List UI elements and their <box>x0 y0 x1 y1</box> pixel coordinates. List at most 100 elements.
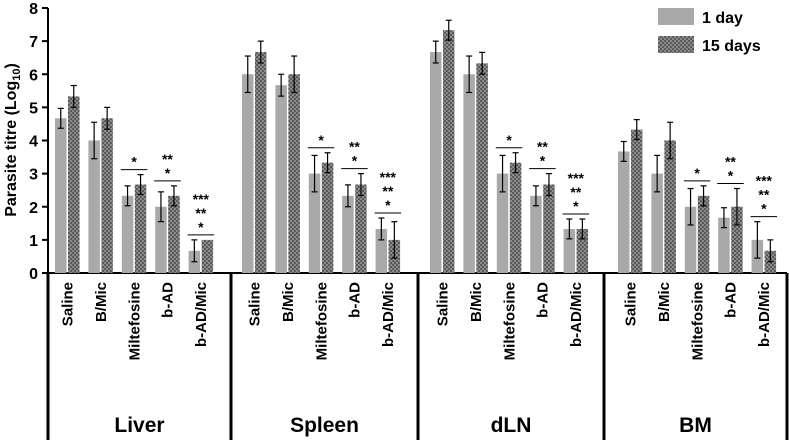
category-label: B/Mic <box>468 282 485 322</box>
bar-bm-1d-1 <box>651 173 663 273</box>
category-label: Saline <box>60 282 77 326</box>
legend-label-1: 15 days <box>702 38 761 55</box>
bar-spleen-15d-0 <box>255 52 267 274</box>
category-label: B/Mic <box>656 282 673 322</box>
bar-liver-1d-2 <box>121 195 134 273</box>
bar-bm-1d-2 <box>684 206 697 273</box>
bar-bm-1d-3 <box>718 217 730 273</box>
y-tick-label: 1 <box>29 233 38 250</box>
significance-mark: * <box>198 219 204 235</box>
y-tick-label: 3 <box>29 167 38 184</box>
y-tick-label: 4 <box>29 134 38 151</box>
bar-bm-15d-1 <box>664 140 676 273</box>
y-tick-label: 7 <box>29 34 38 51</box>
significance-annotations: * ********** ********** ************* ****** <box>120 132 778 236</box>
y-tick-label: 8 <box>29 1 38 18</box>
significance-mark: ** <box>349 139 360 155</box>
y-axis-title-main: Parasite titre (Log <box>3 81 20 217</box>
bar-bm-15d-0 <box>631 129 643 273</box>
significance-mark: *** <box>380 169 397 185</box>
bar-dln-15d-0 <box>443 30 455 273</box>
significance-mark: * <box>506 132 512 148</box>
significance-mark: * <box>694 165 700 181</box>
bar-liver-15d-1 <box>101 118 113 274</box>
category-label: b-AD <box>347 282 364 318</box>
significance-mark: ** <box>570 184 581 200</box>
category-label: Miltefosine <box>501 282 518 360</box>
category-label: B/Mic <box>280 282 297 322</box>
significance-mark: * <box>540 153 546 169</box>
bar-dln-1d-4 <box>563 228 576 273</box>
y-tick-label: 6 <box>29 67 38 84</box>
legend-swatch-1 <box>658 36 694 53</box>
x-axis-labels: Saline B/Mic Miltefosine b-AD b-AD/Mic Liver S… <box>46 273 789 440</box>
y-axis-title-close: ) <box>3 63 20 68</box>
significance-mark: * <box>573 198 579 214</box>
bar-spleen-15d-3 <box>355 184 367 273</box>
category-label: Miltefosine <box>313 282 330 360</box>
bar-liver-1d-0 <box>55 118 67 274</box>
significance-mark: ** <box>537 139 548 155</box>
legend-label-0: 1 day <box>702 10 743 27</box>
significance-mark: * <box>318 132 324 148</box>
bar-bm-15d-3 <box>731 206 743 273</box>
bar-liver-15d-4 <box>201 239 214 273</box>
bar-liver-1d-1 <box>88 140 100 273</box>
group-label-dln: dLN <box>491 414 532 437</box>
y-tick-label: 2 <box>29 200 38 217</box>
significance-mark: ** <box>758 187 769 203</box>
bar-bm-1d-0 <box>618 151 630 273</box>
significance-mark: * <box>385 197 391 213</box>
significance-mark: *** <box>193 191 210 207</box>
bar-dln-15d-3 <box>543 184 555 273</box>
bar-liver-15d-0 <box>68 96 80 273</box>
significance-mark: * <box>761 201 767 217</box>
category-label: Miltefosine <box>126 282 143 360</box>
bar-dln-1d-3 <box>530 195 542 273</box>
category-label: Saline <box>435 282 452 326</box>
group-label-liver: Liver <box>114 414 164 437</box>
significance-mark: *** <box>756 173 773 189</box>
bar-liver-15d-2 <box>134 184 147 273</box>
category-label: b-AD <box>160 282 177 318</box>
category-label: b-AD <box>535 282 552 318</box>
bar-spleen-1d-3 <box>342 195 354 273</box>
bar-dln-1d-0 <box>430 52 442 274</box>
bar-dln-15d-2 <box>509 162 522 273</box>
group-label-spleen: Spleen <box>290 414 359 437</box>
category-label: Saline <box>623 282 640 326</box>
category-label: b-AD/Mic <box>380 282 397 347</box>
bar-spleen-1d-1 <box>275 85 287 274</box>
bar-dln-1d-1 <box>463 74 475 273</box>
significance-mark: ** <box>725 154 736 170</box>
y-tick-label: 5 <box>29 100 38 117</box>
category-label: Miltefosine <box>689 282 706 360</box>
category-label: b-AD/Mic <box>193 282 210 347</box>
y-axis-title-subscript: 10 <box>11 69 23 81</box>
legend-swatch-0 <box>658 8 694 25</box>
bar-liver-1d-3 <box>155 206 167 273</box>
significance-mark: * <box>352 153 358 169</box>
y-tick-label: 0 <box>29 266 38 283</box>
bar-dln-15d-4 <box>576 228 589 273</box>
significance-mark: * <box>728 168 734 184</box>
bar-dln-1d-2 <box>496 173 509 273</box>
bar-spleen-1d-4 <box>375 228 388 273</box>
group-label-bm: BM <box>679 414 712 437</box>
bars <box>55 19 777 274</box>
bar-spleen-1d-0 <box>242 74 254 273</box>
legend: 1 day 15 days <box>658 8 761 55</box>
significance-mark: ** <box>195 205 206 221</box>
bar-spleen-1d-2 <box>308 173 321 273</box>
bar-spleen-15d-1 <box>288 74 300 273</box>
bar-liver-15d-3 <box>168 195 180 273</box>
category-label: b-AD <box>723 282 740 318</box>
significance-mark: * <box>165 165 171 181</box>
bar-bm-15d-2 <box>697 195 710 273</box>
y-axis-title: Parasite titre (Log10) <box>3 63 23 217</box>
significance-mark: *** <box>568 170 585 186</box>
category-label: B/Mic <box>93 282 110 322</box>
bar-dln-15d-1 <box>476 63 488 273</box>
